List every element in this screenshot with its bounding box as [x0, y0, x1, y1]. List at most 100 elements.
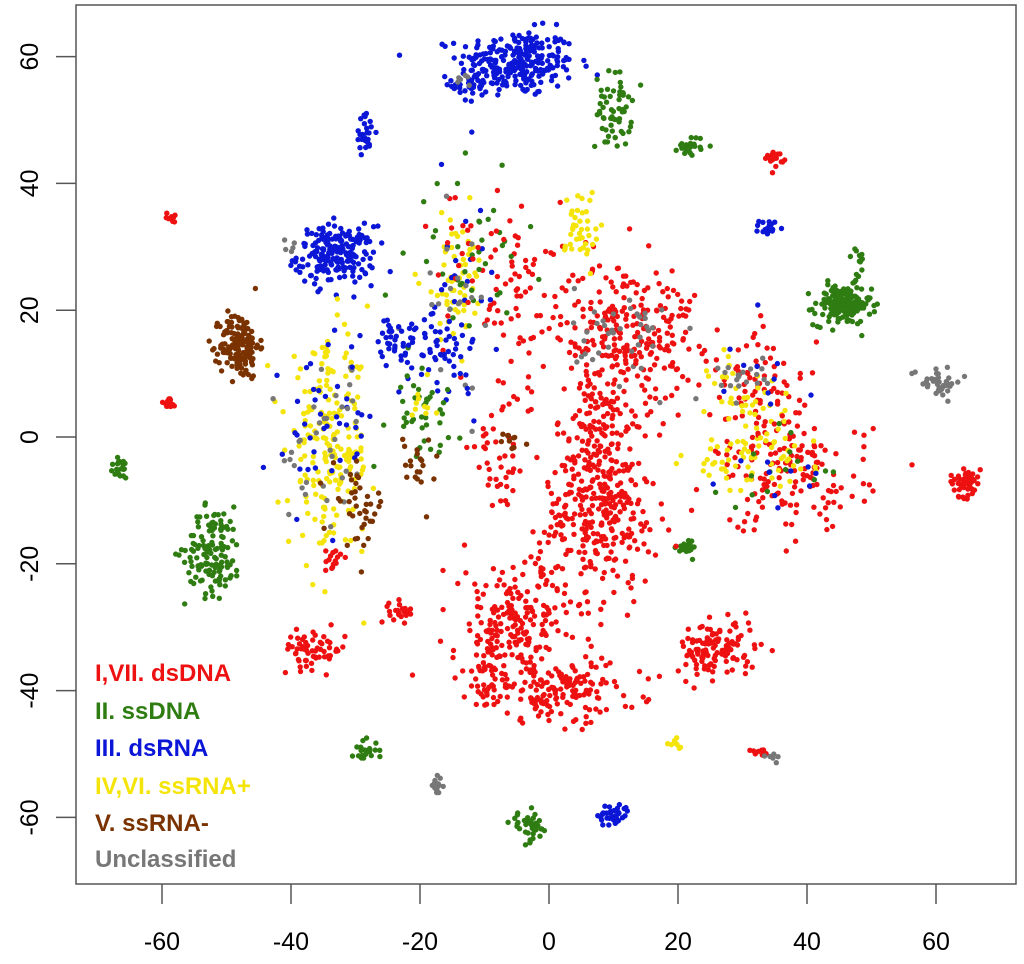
point-dsDNA [734, 657, 740, 663]
point-ssDNA [466, 323, 472, 329]
point-dsDNA [611, 589, 617, 596]
point-ssDNA [819, 301, 825, 307]
point-dsDNA [866, 482, 873, 488]
point-dsDNA [956, 486, 962, 493]
point-ssRNApos [460, 256, 466, 263]
point-ssRNAneg [414, 469, 420, 475]
point-dsDNA [612, 377, 618, 383]
point-unclassified [324, 497, 330, 504]
point-dsDNA [575, 278, 581, 284]
point-dsDNA [507, 218, 513, 224]
point-dsDNA [528, 554, 534, 560]
point-dsDNA [751, 527, 757, 533]
point-dsDNA [491, 320, 498, 326]
point-dsRNA [309, 250, 315, 257]
point-ssRNApos [732, 463, 739, 469]
point-dsDNA [596, 324, 603, 331]
point-ssDNA [210, 593, 216, 599]
point-ssDNA [206, 567, 213, 573]
point-dsRNA [367, 413, 373, 419]
point-dsDNA [801, 430, 807, 437]
point-dsDNA [494, 187, 501, 194]
point-dsDNA [582, 549, 588, 556]
point-dsRNA [550, 53, 556, 59]
point-dsDNA [587, 305, 594, 312]
point-dsDNA [628, 516, 634, 522]
point-dsDNA [717, 627, 723, 633]
point-ssDNA [382, 292, 389, 298]
point-unclassified [773, 760, 779, 766]
point-ssRNApos [447, 217, 453, 223]
point-dsDNA [517, 717, 523, 723]
point-ssDNA [202, 595, 208, 602]
point-dsDNA [838, 485, 844, 491]
point-dsDNA [749, 664, 755, 670]
point-ssDNA [373, 740, 379, 746]
point-dsDNA [531, 673, 537, 679]
point-dsRNA [400, 340, 406, 347]
point-ssRNApos [742, 440, 749, 447]
point-ssDNA [220, 534, 226, 540]
x-axis: -60 -40 -20 0 20 40 60 [144, 884, 950, 956]
point-dsDNA [499, 642, 505, 649]
point-unclassified [761, 753, 768, 759]
point-dsDNA [738, 632, 744, 639]
point-dsDNA [613, 534, 619, 541]
point-dsDNA [531, 662, 537, 669]
point-dsDNA [652, 552, 659, 558]
point-ssRNApos [771, 439, 778, 445]
point-dsDNA [522, 679, 528, 685]
point-dsDNA [632, 413, 638, 419]
point-dsDNA [568, 482, 574, 488]
point-dsDNA [654, 355, 660, 362]
point-dsDNA [588, 660, 594, 666]
x-tick-label: 40 [793, 928, 821, 956]
point-dsDNA [675, 412, 681, 418]
point-dsDNA [167, 400, 174, 407]
point-dsDNA [576, 408, 583, 414]
point-dsDNA [486, 306, 492, 312]
point-ssRNAneg [350, 513, 356, 519]
point-dsDNA [786, 436, 792, 442]
point-dsDNA [769, 170, 776, 176]
point-ssRNAneg [220, 349, 226, 356]
point-dsDNA [614, 265, 621, 272]
point-unclassified [736, 383, 742, 389]
point-dsDNA [580, 543, 586, 549]
point-dsDNA [542, 617, 549, 624]
point-dsDNA [333, 648, 339, 654]
point-ssRNApos [348, 359, 354, 365]
point-ssRNApos [725, 353, 731, 360]
point-ssRNApos [575, 193, 581, 199]
point-dsDNA [499, 569, 506, 576]
point-dsDNA [786, 419, 792, 425]
point-dsDNA [401, 620, 408, 626]
point-ssDNA [366, 749, 373, 755]
point-ssRNApos [775, 426, 781, 432]
point-dsDNA [588, 484, 594, 490]
point-ssDNA [231, 504, 237, 510]
point-dsRNA [404, 359, 411, 366]
point-ssDNA [782, 466, 789, 473]
point-ssRNAneg [229, 342, 236, 348]
point-dsRNA [386, 322, 392, 329]
point-dsDNA [647, 527, 653, 533]
point-ssRNApos [348, 537, 354, 544]
point-dsDNA [805, 449, 811, 455]
point-dsDNA [756, 498, 762, 505]
point-ssRNApos [710, 461, 716, 467]
point-dsDNA [711, 663, 717, 670]
point-ssRNApos [358, 448, 364, 454]
point-dsDNA [837, 504, 843, 510]
point-ssRNAneg [210, 347, 216, 353]
point-dsDNA [522, 257, 529, 264]
point-dsDNA [516, 273, 522, 280]
point-dsRNA [470, 84, 477, 91]
point-dsRNA [477, 207, 484, 214]
point-dsDNA [481, 682, 487, 688]
point-dsDNA [549, 509, 555, 515]
point-dsRNA [325, 221, 332, 227]
point-dsDNA [492, 247, 498, 253]
point-dsDNA [769, 647, 775, 654]
point-ssRNApos [327, 479, 333, 485]
